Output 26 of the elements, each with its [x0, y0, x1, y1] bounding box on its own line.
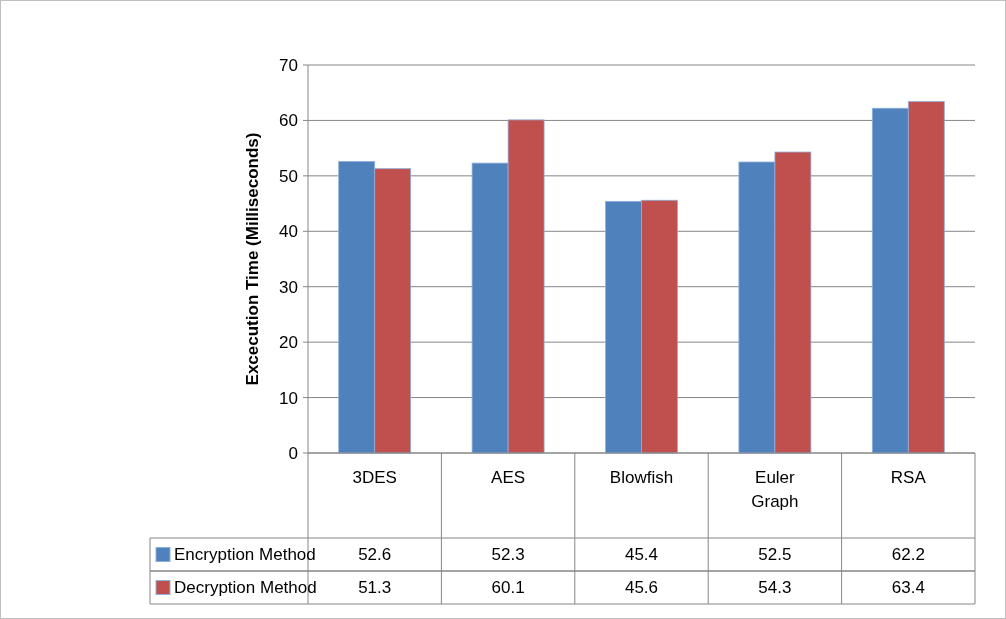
- data-label: 51.3: [358, 578, 392, 598]
- x-tick-label: AES: [491, 468, 526, 487]
- y-tick-label: 40: [279, 222, 298, 242]
- data-label: 52.3: [491, 545, 525, 565]
- y-tick-label: 20: [279, 333, 298, 353]
- data-label: 54.3: [758, 578, 792, 598]
- legend-label: Encryption Method: [174, 545, 316, 565]
- y-tick-label: 70: [279, 55, 298, 75]
- y-tick-label: 50: [279, 166, 298, 186]
- data-label: 52.6: [358, 545, 392, 565]
- y-tick-label: 10: [279, 388, 298, 408]
- data-label: 52.5: [758, 545, 792, 565]
- x-tick-label: RSA: [890, 468, 927, 487]
- x-tick-label: 3DES: [352, 468, 397, 487]
- data-label: 45.4: [624, 545, 659, 565]
- legend-label: Decryption Method: [174, 578, 317, 598]
- data-label: 62.2: [891, 545, 925, 565]
- data-label: 63.4: [891, 578, 925, 598]
- data-label: 60.1: [491, 578, 525, 598]
- data-label: 45.6: [624, 578, 659, 598]
- y-tick-label: 30: [279, 277, 298, 297]
- y-tick-label: 60: [279, 111, 298, 131]
- y-tick-label: 0: [288, 443, 298, 463]
- x-tick-label: Euler Graph: [751, 468, 799, 511]
- x-tick-label: Blowfish: [609, 468, 674, 487]
- y-axis-title: Excecution Time (Milliseconds): [243, 132, 262, 386]
